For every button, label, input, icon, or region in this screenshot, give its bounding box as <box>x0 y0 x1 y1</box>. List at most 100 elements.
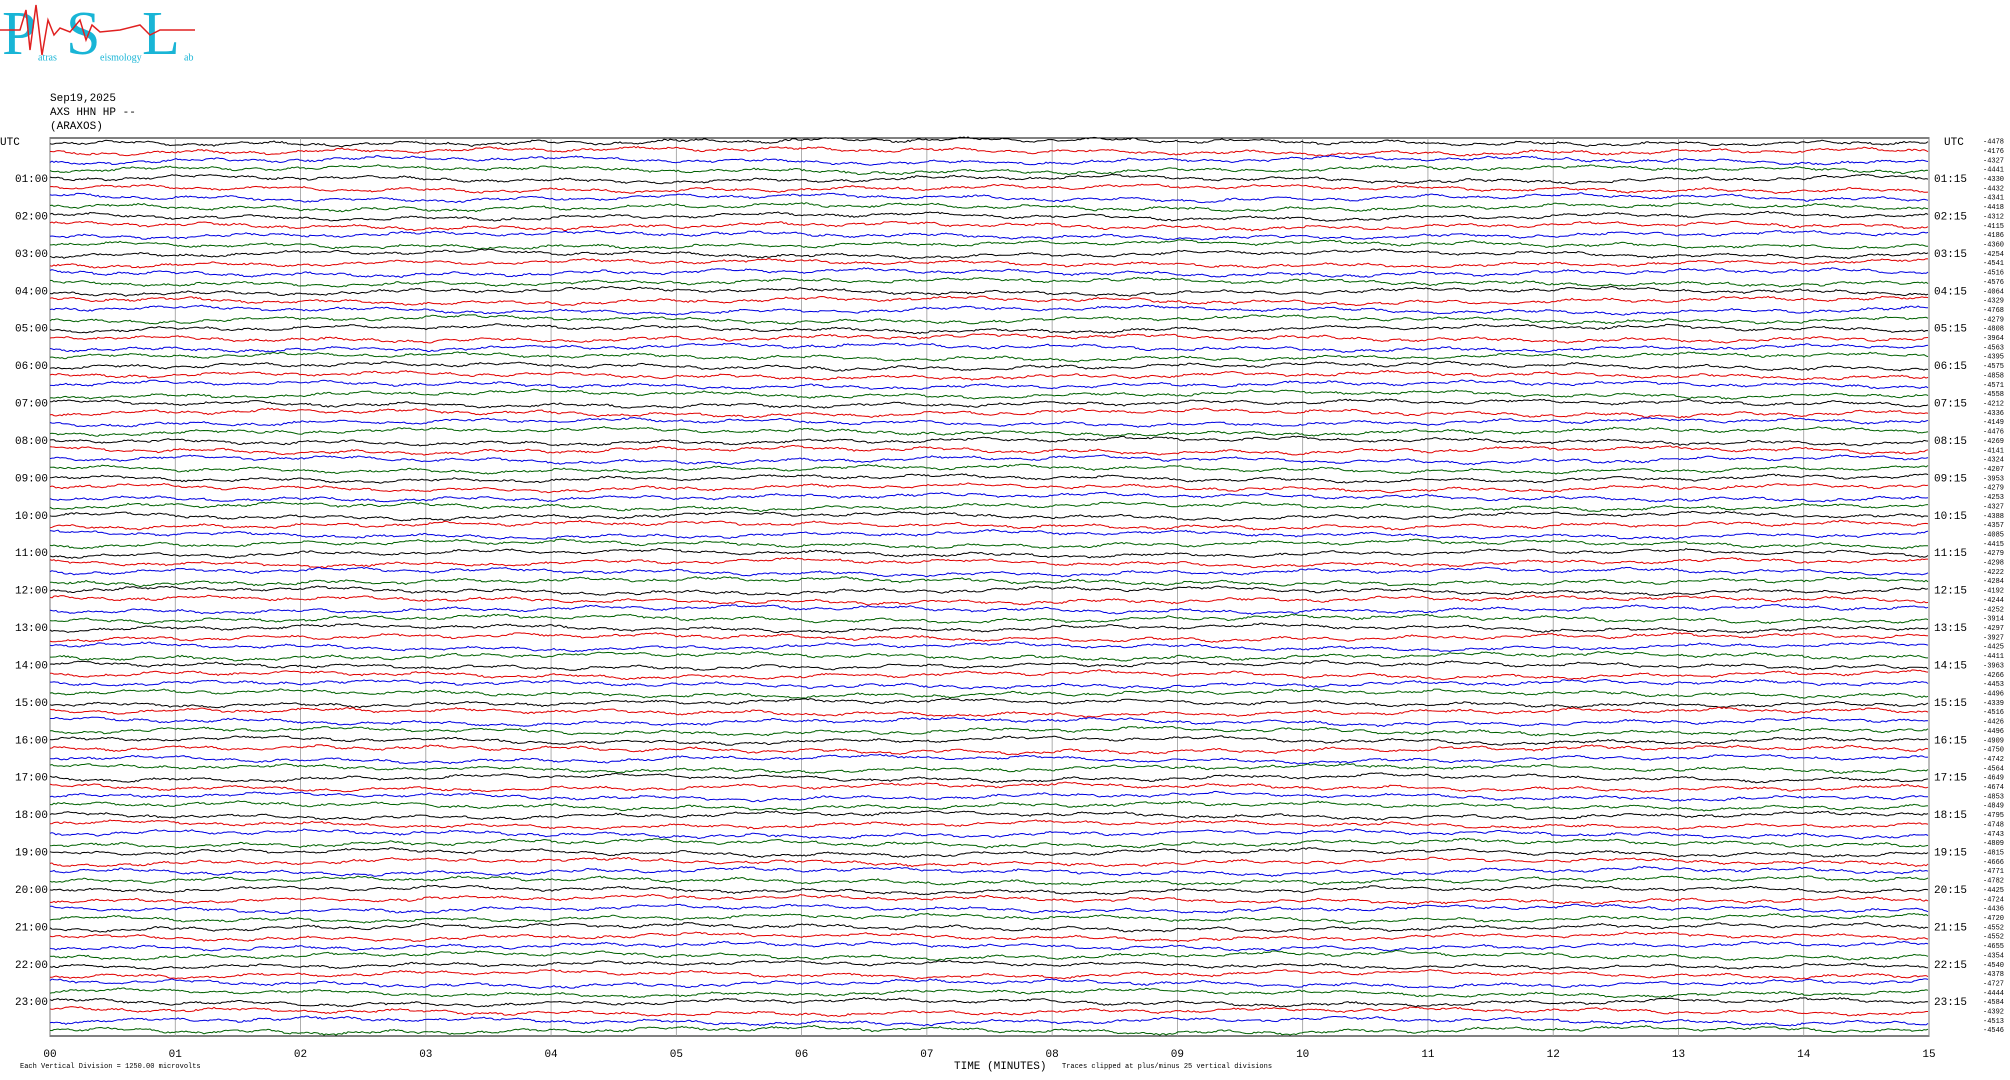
trace <box>49 790 1928 803</box>
hour-label: 21:00 <box>15 922 48 934</box>
trace <box>49 987 1929 999</box>
trace-offset: -4771 <box>1983 868 2004 876</box>
trace <box>49 557 1928 569</box>
hour-label: 04:15 <box>1934 286 1967 298</box>
trace <box>49 669 1929 681</box>
trace-offset: -4415 <box>1983 541 2004 549</box>
hour-label: 09:15 <box>1934 473 1967 485</box>
trace-offset: -4266 <box>1983 672 2004 680</box>
logo-letter: S <box>66 0 100 68</box>
hour-label: 18:00 <box>15 810 48 822</box>
trace <box>49 744 1929 756</box>
trace <box>49 1006 1928 1017</box>
trace <box>50 239 1929 250</box>
trace <box>49 473 1929 484</box>
hour-label: 07:15 <box>1934 399 1967 411</box>
plot-frame <box>49 137 1930 1037</box>
trace-offset: -4516 <box>1983 709 2004 717</box>
x-axis-title: TIME (MINUTES) <box>954 1061 1046 1073</box>
trace <box>49 529 1929 540</box>
trace <box>49 426 1929 437</box>
trace <box>49 566 1929 578</box>
trace <box>49 865 1929 877</box>
trace-offset: -4809 <box>1983 840 2004 848</box>
hour-label: 10:00 <box>15 511 48 523</box>
trace <box>49 603 1929 616</box>
trace <box>49 753 1929 765</box>
clip-note: Traces clipped at plus/minus 25 vertical… <box>1062 1063 1272 1071</box>
hour-label: 12:15 <box>1934 586 1967 598</box>
trace-offset: -4750 <box>1983 747 2004 755</box>
trace-offset: -4324 <box>1983 457 2004 465</box>
logo-wave <box>0 4 195 56</box>
trace-offset: -4395 <box>1983 354 2004 362</box>
trace-offset: -4552 <box>1983 924 2004 932</box>
hour-label: 10:15 <box>1934 511 1967 523</box>
x-tick-label: 08 <box>1046 1049 1059 1061</box>
trace-offset: -4329 <box>1983 298 2004 306</box>
hour-label: 02:00 <box>15 211 48 223</box>
hour-label: 15:15 <box>1934 698 1967 710</box>
trace-offset: -4425 <box>1983 644 2004 652</box>
trace <box>49 416 1929 428</box>
trace-offset: -4853 <box>1983 793 2004 801</box>
trace-offset: -4269 <box>1983 438 2004 446</box>
trace <box>49 996 1929 1008</box>
trace <box>49 641 1929 653</box>
trace-offset: -4360 <box>1983 241 2004 249</box>
trace <box>49 594 1929 606</box>
trace <box>49 585 1929 597</box>
trace <box>49 949 1929 961</box>
right-axis-title: UTC <box>1944 137 1964 149</box>
trace <box>49 220 1929 232</box>
trace <box>49 388 1929 400</box>
trace-offset: -4742 <box>1983 756 2004 764</box>
trace-offset: -4436 <box>1983 906 2004 914</box>
x-tick-label: 12 <box>1547 1049 1560 1061</box>
logo-letter: L <box>142 0 180 68</box>
x-tick-label: 03 <box>419 1049 432 1061</box>
hour-label: 19:00 <box>15 848 48 860</box>
trace-offset: -4516 <box>1983 270 2004 278</box>
trace-offset: -4392 <box>1983 1009 2004 1017</box>
trace-offset: -4724 <box>1983 896 2004 904</box>
trace-offset: -4849 <box>1983 803 2004 811</box>
hour-label: 03:00 <box>15 249 48 261</box>
trace-offset: -4563 <box>1983 344 2004 352</box>
trace <box>49 248 1929 260</box>
x-tick-label: 07 <box>920 1049 933 1061</box>
location: (ARAXOS) <box>50 121 103 133</box>
trace-offset: -4748 <box>1983 821 2004 829</box>
date: Sep19,2025 <box>50 93 116 105</box>
trace <box>49 454 1929 466</box>
trace <box>49 202 1929 213</box>
trace-offset: -4496 <box>1983 728 2004 736</box>
x-tick-label: 09 <box>1171 1049 1184 1061</box>
x-tick-label: 00 <box>43 1049 56 1061</box>
trace <box>50 969 1929 980</box>
trace <box>49 445 1929 456</box>
trace-offset: -4149 <box>1983 419 2004 427</box>
trace-offset: -4476 <box>1983 429 2004 437</box>
trace-offset: -4576 <box>1983 279 2004 287</box>
trace-offset: -3963 <box>1983 662 2004 670</box>
trace <box>49 931 1929 943</box>
x-tick-label: 05 <box>670 1049 683 1061</box>
hour-label: 02:15 <box>1934 211 1967 223</box>
hour-label: 04:00 <box>15 286 48 298</box>
trace-offset: -4207 <box>1983 466 2004 474</box>
trace <box>49 267 1929 278</box>
trace-offset: -4720 <box>1983 915 2004 923</box>
hour-label: 09:00 <box>15 473 48 485</box>
trace-offset: -4426 <box>1983 719 2004 727</box>
trace <box>49 510 1929 522</box>
hour-label: 12:00 <box>15 586 48 598</box>
hour-label: 21:15 <box>1934 922 1967 934</box>
trace <box>49 276 1929 288</box>
trace-offset: -4575 <box>1983 363 2004 371</box>
trace <box>49 921 1929 933</box>
trace-offset: -4418 <box>1983 204 2004 212</box>
trace <box>49 735 1929 746</box>
trace-offset: -4298 <box>1983 560 2004 568</box>
trace <box>50 893 1929 905</box>
